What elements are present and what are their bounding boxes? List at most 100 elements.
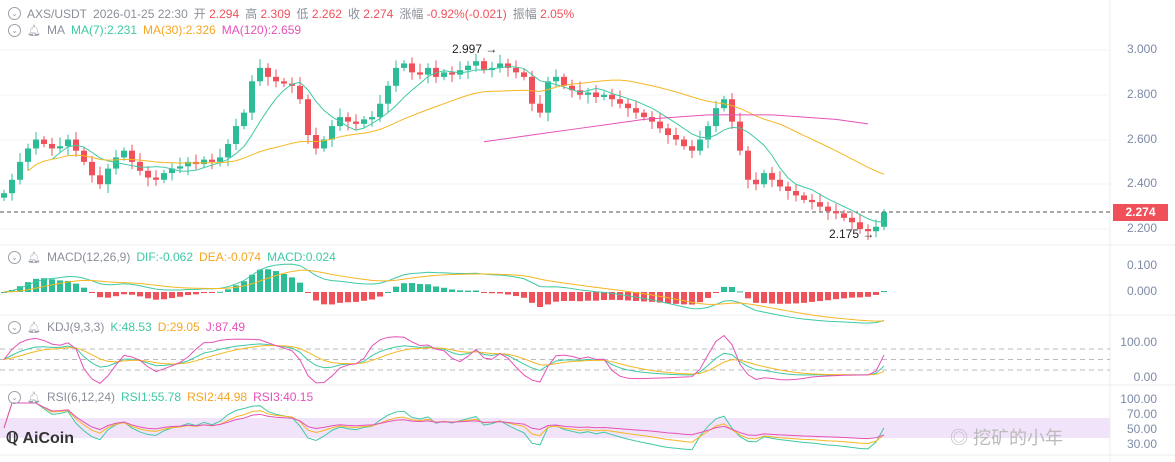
macd-bar — [545, 292, 551, 305]
macd-bar — [329, 292, 335, 305]
macd-tick: 0.000 — [1126, 284, 1157, 298]
macd-bar — [33, 278, 39, 292]
candle — [449, 72, 455, 75]
candle — [249, 81, 255, 113]
macd-bar — [833, 292, 839, 300]
macd-bar — [529, 292, 535, 303]
macd-bar — [321, 292, 327, 305]
macd-bar — [465, 290, 471, 292]
macd-bar — [25, 282, 31, 292]
candle — [473, 61, 479, 66]
macd-bar — [361, 292, 367, 301]
candle — [225, 143, 231, 158]
candle — [129, 150, 135, 162]
price-tick: 2.600 — [1126, 132, 1157, 146]
collapse-icon[interactable]: ⌄ — [8, 23, 21, 37]
candle — [705, 126, 711, 140]
d-line — [3, 345, 885, 376]
macd-bar — [849, 292, 855, 298]
macd-bar — [489, 292, 495, 294]
macd-bar — [441, 287, 447, 292]
candle — [401, 63, 407, 68]
candle — [849, 217, 855, 223]
candle — [497, 63, 503, 68]
bell-icon[interactable]: 🔔︎ — [27, 251, 41, 264]
macd-bar — [769, 292, 775, 304]
macd-bar — [193, 292, 199, 295]
macd-bar — [625, 292, 631, 301]
candle — [545, 81, 551, 113]
macd-bar — [153, 292, 159, 300]
candle — [153, 177, 159, 180]
macd-bar — [273, 271, 279, 292]
candle — [281, 81, 287, 84]
macd-bar — [233, 285, 239, 292]
candle — [9, 179, 15, 194]
macd-bar — [297, 282, 303, 292]
close-value: 2.274 — [363, 7, 394, 21]
candle — [361, 119, 367, 124]
macd-bar — [265, 269, 271, 292]
macd-bar — [761, 292, 767, 304]
bell-icon[interactable]: 🔔︎ — [27, 24, 41, 37]
candle — [761, 173, 767, 185]
change-value: -0.92%(-0.021) — [426, 7, 507, 21]
macd-bar — [873, 292, 879, 295]
candle — [865, 229, 871, 232]
k-line — [3, 343, 885, 376]
candle — [833, 211, 839, 214]
candle — [329, 126, 335, 140]
candle — [217, 157, 223, 162]
candle — [257, 67, 263, 82]
candle — [857, 222, 863, 229]
macd-bar — [681, 292, 687, 305]
bell-icon[interactable]: 🔔︎ — [27, 321, 41, 334]
macd-bar — [377, 292, 383, 297]
candle — [521, 72, 527, 77]
macd-bar — [129, 292, 135, 295]
collapse-icon[interactable]: ⌄ — [8, 7, 21, 20]
macd-bar — [41, 278, 47, 292]
bell-icon[interactable]: 🔔︎ — [27, 391, 41, 404]
dea-line — [3, 269, 885, 322]
macd-bar — [753, 292, 759, 303]
macd-bar — [521, 292, 527, 298]
macd-bar — [345, 292, 351, 303]
macd-bar — [793, 292, 799, 304]
candle — [553, 76, 559, 82]
candle — [689, 146, 695, 151]
high-annotation: 2.997 → — [452, 42, 498, 56]
candle — [617, 99, 623, 104]
collapse-icon[interactable]: ⌄ — [8, 320, 21, 334]
candle — [745, 150, 751, 180]
candle — [657, 121, 663, 129]
watermark: ◎ 挖矿的小年 — [950, 428, 1064, 448]
macd-bar — [713, 292, 719, 293]
macd-bar — [809, 292, 815, 302]
candle — [305, 99, 311, 136]
candle — [817, 202, 823, 207]
price-tick: 2.800 — [1126, 87, 1157, 101]
macd-bar — [305, 292, 311, 293]
macd-bar — [553, 292, 559, 302]
ohlc-header: ⌄ AXS/USDT 2026-01-25 22:30 开 2.294 高 2.… — [8, 5, 574, 22]
kdj-legend: ⌄ 🔔︎ KDJ(9,3,3) K:48.53 D:29.05 J:87.49 — [8, 320, 245, 334]
macd-bar — [241, 281, 247, 292]
macd-bar — [473, 290, 479, 292]
low-annotation: 2.175 → — [829, 227, 875, 241]
candle — [33, 139, 39, 149]
candle — [873, 226, 879, 232]
macd-bar — [81, 287, 87, 292]
ma30-line — [27, 79, 885, 175]
candle — [569, 85, 575, 91]
macd-bar — [745, 292, 751, 299]
macd-bar — [697, 292, 703, 303]
macd-bar — [457, 290, 463, 292]
collapse-icon[interactable]: ⌄ — [8, 390, 21, 404]
candle — [161, 173, 167, 180]
candle — [793, 190, 799, 196]
collapse-icon[interactable]: ⌄ — [8, 250, 21, 264]
low-value: 2.262 — [311, 7, 342, 21]
candle — [273, 76, 279, 82]
